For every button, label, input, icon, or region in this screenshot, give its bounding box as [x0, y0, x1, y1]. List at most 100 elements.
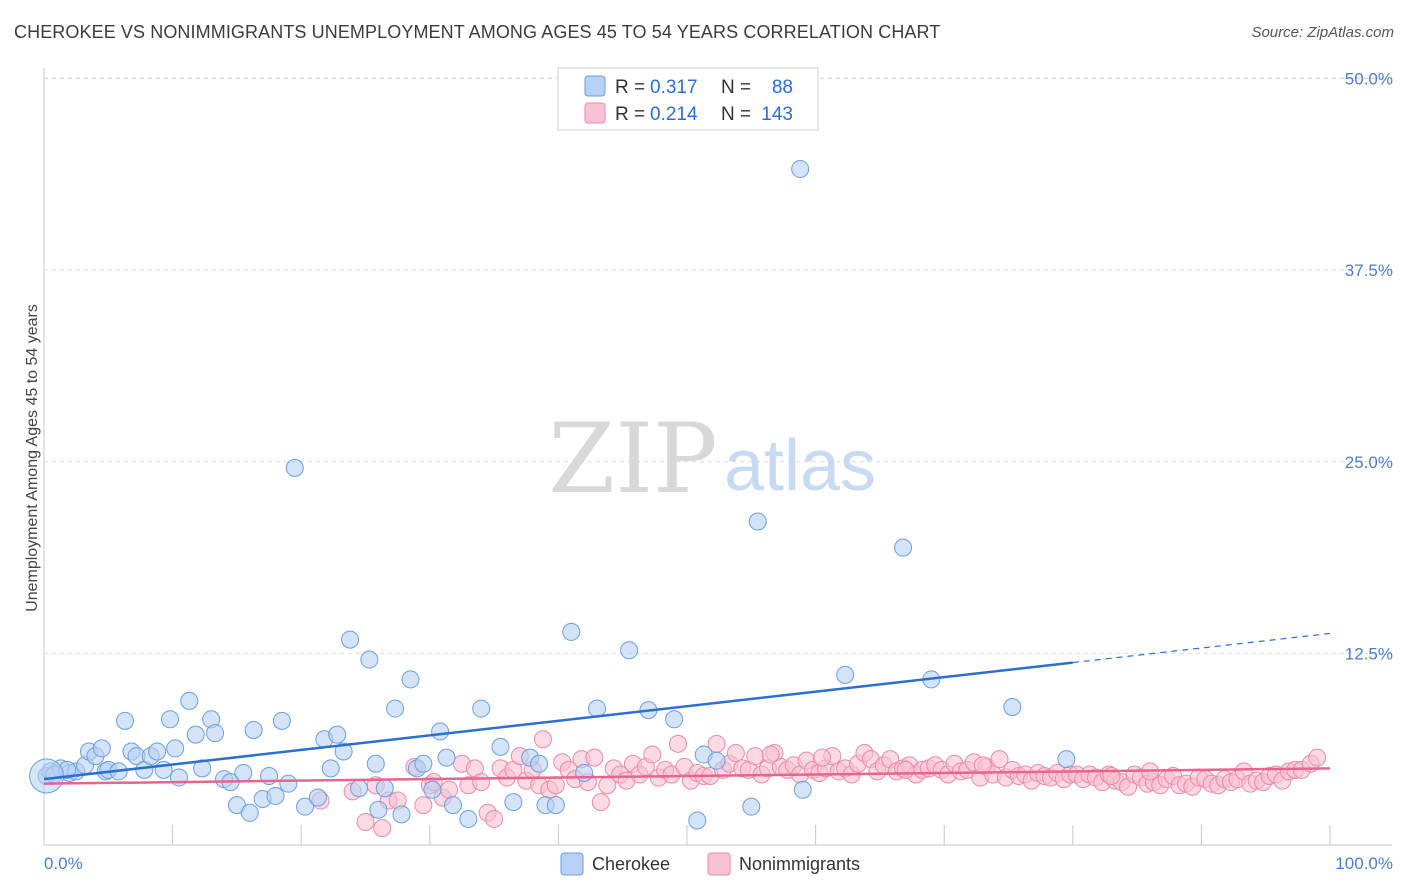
- cherokee-point: [894, 538, 913, 557]
- cherokee-point: [793, 780, 812, 799]
- cherokee-trendline: [43, 661, 1073, 781]
- nonimmigrants-point: [1308, 748, 1327, 767]
- nonimmigrants-point: [896, 760, 915, 779]
- legend-bottom-swatch-nonimmigrants: [707, 852, 731, 876]
- cherokee-point: [665, 710, 684, 729]
- cherokee-point: [742, 797, 761, 816]
- cherokee-point: [240, 803, 259, 822]
- legend-bottom-swatch-cherokee: [560, 852, 584, 876]
- y-axis-label: Unemployment Among Ages 45 to 54 years: [24, 304, 41, 612]
- cherokee-point: [272, 711, 291, 730]
- nonimmigrants-point: [414, 796, 433, 815]
- cherokee-point: [1003, 698, 1022, 717]
- cherokee-point: [92, 739, 111, 758]
- nonimmigrants-point: [746, 747, 765, 766]
- nonimmigrants-point: [643, 745, 662, 764]
- nonimmigrants-point: [373, 819, 392, 838]
- legend-r-label-cherokee: R =: [615, 77, 645, 98]
- nonimmigrants-point: [440, 780, 459, 799]
- chart-title: CHEROKEE VS NONIMMIGRANTS UNEMPLOYMENT A…: [14, 22, 941, 42]
- cherokee-point: [392, 805, 411, 824]
- trendlines: [43, 632, 1331, 785]
- y-tick-label: 37.5%: [1345, 261, 1393, 280]
- nonimmigrants-point: [973, 756, 992, 775]
- cherokee-point: [688, 811, 707, 830]
- cherokee-point: [414, 754, 433, 773]
- cherokee-point: [443, 796, 462, 815]
- legend-bottom-label-cherokee: Cherokee: [592, 854, 670, 874]
- legend-r-value-cherokee: 0.317: [650, 77, 698, 98]
- y-tick-label: 12.5%: [1345, 644, 1393, 663]
- cherokee-point: [366, 754, 385, 773]
- cherokee-point: [234, 763, 253, 782]
- cherokee-point: [423, 780, 442, 799]
- cherokee-point: [285, 458, 304, 477]
- legend-swatch-cherokee: [584, 75, 606, 97]
- cherokee-point: [620, 641, 639, 660]
- cherokee-point: [308, 788, 327, 807]
- nonimmigrants-point: [761, 745, 780, 764]
- cherokee-point: [360, 650, 379, 669]
- source-label: Source: ZipAtlas.com: [1251, 24, 1394, 41]
- nonimmigrants-point: [585, 748, 604, 767]
- axes: [43, 68, 1392, 846]
- cherokee-point: [334, 742, 353, 761]
- cherokee-point: [193, 759, 212, 778]
- cherokee-point: [166, 739, 185, 758]
- cherokee-point: [148, 742, 167, 761]
- cherokee-point: [350, 779, 369, 798]
- nonimmigrants-point: [990, 750, 1009, 769]
- cherokee-point: [546, 796, 565, 815]
- legend-top: R = 0.317 N = 88 R = 0.214 N = 143: [557, 67, 819, 131]
- nonimmigrants-point: [485, 809, 504, 828]
- cherokee-point: [459, 809, 478, 828]
- legend-n-label-cherokee: N =: [721, 77, 751, 98]
- cherokee-point: [279, 774, 298, 793]
- cherokee-point: [328, 725, 347, 744]
- legend-n-label-nonimmigrants: N =: [721, 104, 751, 125]
- cherokee-point: [186, 725, 205, 744]
- gridlines: [44, 77, 1392, 654]
- cherokee-point: [491, 737, 510, 756]
- cherokee-point-large: [29, 758, 65, 794]
- nonimmigrants-point: [356, 813, 375, 832]
- cherokee-point: [472, 699, 491, 718]
- legend-bottom: Cherokee Nonimmigrants: [560, 852, 860, 876]
- y-tick-label: 25.0%: [1345, 453, 1393, 472]
- cherokee-point: [244, 721, 263, 740]
- cherokee-point: [341, 630, 360, 649]
- cherokee-point: [321, 759, 340, 778]
- nonimmigrants-point: [472, 773, 491, 792]
- legend-bottom-label-nonimmigrants: Nonimmigrants: [739, 854, 860, 874]
- legend-r-label-nonimmigrants: R =: [615, 104, 645, 125]
- cherokee-point: [266, 786, 285, 805]
- x-tick-labels: 0.0% 100.0%: [44, 854, 1393, 873]
- cherokee-point: [748, 512, 767, 531]
- cherokee-point: [587, 699, 606, 718]
- x-tick-label-min: 0.0%: [44, 854, 83, 873]
- cherokee-point: [562, 622, 581, 641]
- cherokee-point: [161, 710, 180, 729]
- cherokee-point: [369, 800, 388, 819]
- cherokee-point: [180, 691, 199, 710]
- legend-r-value-nonimmigrants: 0.214: [650, 104, 698, 125]
- cherokee-point: [437, 748, 456, 767]
- cherokee-point: [386, 699, 405, 718]
- watermark: ZIP atlas: [548, 403, 876, 515]
- legend-n-value-nonimmigrants: 143: [761, 104, 793, 125]
- nonimmigrants-point: [591, 793, 610, 812]
- cherokee-point: [375, 779, 394, 798]
- cherokee-point: [1057, 750, 1076, 769]
- cherokee-point: [791, 159, 810, 178]
- cherokee-point: [116, 711, 135, 730]
- cherokee-point: [431, 722, 450, 741]
- y-tick-labels: 12.5% 25.0% 37.5% 50.0%: [1345, 70, 1393, 664]
- legend-swatch-nonimmigrants: [584, 102, 606, 124]
- nonimmigrants-trendline: [43, 767, 1331, 785]
- nonimmigrants-point: [668, 734, 687, 753]
- nonimmigrants-point: [813, 748, 832, 767]
- legend-n-value-cherokee: 88: [772, 77, 793, 98]
- cherokee-point: [707, 751, 726, 770]
- cherokee-point: [296, 797, 315, 816]
